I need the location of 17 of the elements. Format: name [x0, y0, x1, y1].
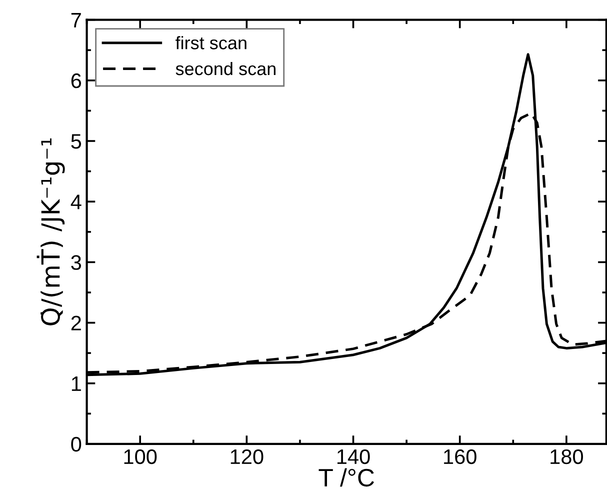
y-tick-label: 7: [71, 13, 81, 28]
y-tick-label: 3: [71, 255, 82, 270]
x-tick-label: 160: [444, 449, 476, 464]
y-tick-label: 2: [71, 316, 81, 330]
y-axis-title: Q̇/(mṪ) /JK⁻¹g⁻¹: [36, 138, 65, 326]
y-tick-label: 4: [70, 194, 82, 210]
x-tick-label: 180: [550, 449, 583, 464]
y-tick-label: 0: [71, 436, 82, 452]
x-tick-label: 140: [337, 449, 370, 464]
y-tick-label: 1: [72, 376, 81, 391]
x-axis-title: T /°C: [318, 468, 374, 487]
y-tick-label: 6: [71, 73, 82, 88]
x-tick-label: 100: [124, 449, 157, 464]
legend-label: second scan: [176, 62, 276, 76]
legend-label: first scan: [176, 36, 246, 50]
y-tick-label: 5: [71, 134, 82, 149]
x-tick-label: 120: [230, 449, 264, 464]
